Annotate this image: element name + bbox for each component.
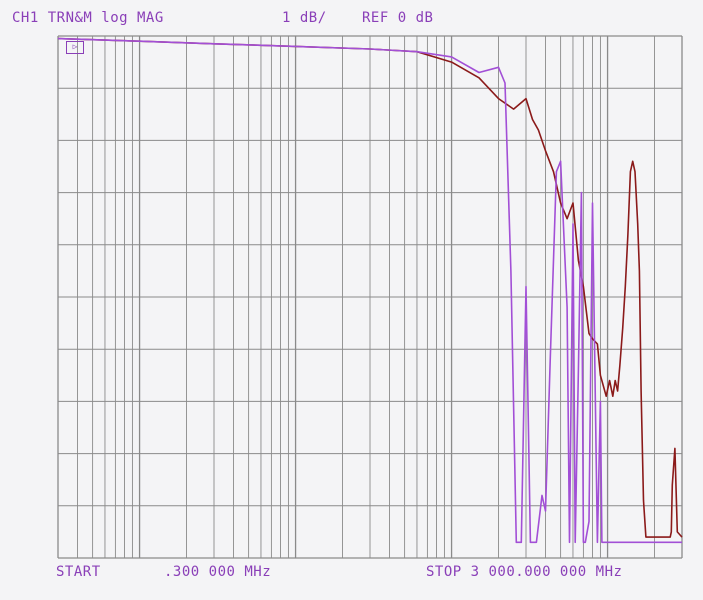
- start-frequency: .300 000 MHz: [164, 564, 272, 580]
- plot-grid: [57, 35, 683, 559]
- channel-label: CH1 TRN&M log MAG: [12, 10, 164, 26]
- stop-frequency: STOP 3 000.000 000 MHz: [426, 564, 623, 580]
- plot-traces: [57, 37, 683, 544]
- trace-1-line: [57, 37, 683, 538]
- start-label: START: [56, 564, 101, 580]
- reference-marker-icon: ▷: [66, 41, 84, 54]
- scale-label: 1 dB/: [282, 10, 327, 26]
- trace-2-line: [57, 37, 682, 544]
- reference-label: REF 0 dB: [362, 10, 434, 26]
